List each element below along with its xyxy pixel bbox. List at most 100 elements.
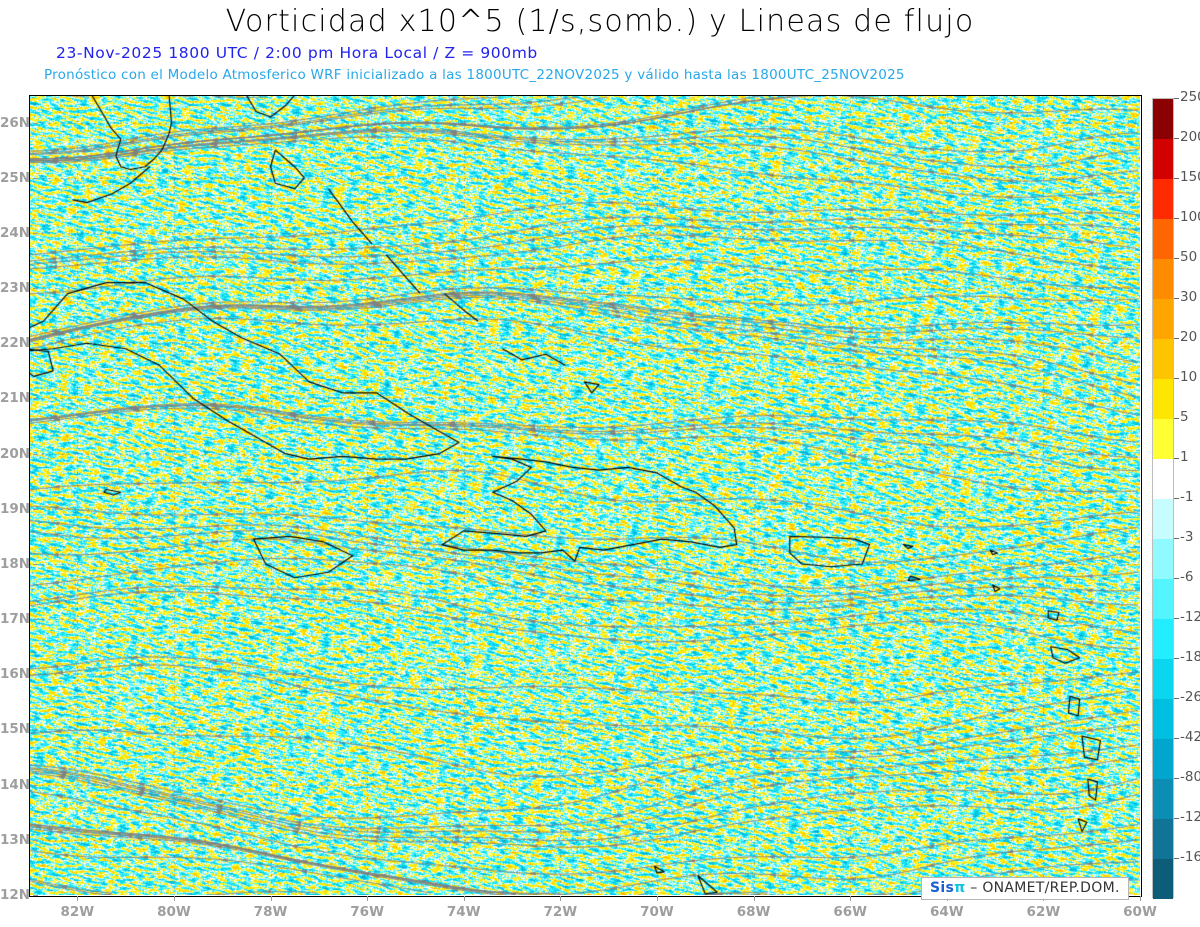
colorbar-tick-label: 10 [1180, 369, 1198, 385]
colorbar-segment [1153, 259, 1173, 299]
colorbar-tick-label: 5 [1180, 409, 1189, 425]
colorbar-segment [1153, 179, 1173, 219]
colorbar-tick-mark [1174, 858, 1179, 859]
lat-tick-mark [33, 343, 38, 345]
lat-tick-label: 18N [0, 555, 31, 572]
colorbar-segment [1153, 579, 1173, 619]
colorbar-segment [1153, 499, 1173, 539]
lat-tick-label: 20N [0, 445, 31, 462]
colorbar-segment [1153, 379, 1173, 419]
lon-tick-label: 70W [640, 904, 674, 920]
coastline-overlay-canvas [29, 95, 1140, 895]
colorbar-tick-label: -6 [1180, 569, 1194, 585]
logo-sis-text: Sis [930, 880, 955, 896]
lon-tick-mark [77, 896, 79, 901]
colorbar-tick-label: 250 [1180, 89, 1200, 105]
lat-tick-mark [33, 453, 38, 455]
lat-tick-label: 14N [0, 776, 31, 793]
lat-tick-label: 26N [0, 114, 31, 131]
lat-tick-label: 24N [0, 224, 31, 241]
logo-pi-icon: π [954, 880, 966, 896]
colorbar-tick-mark [1174, 578, 1179, 579]
lat-tick-label: 12N [0, 887, 31, 903]
lat-tick-mark [33, 895, 38, 896]
colorbar-tick-label: 200 [1180, 129, 1200, 145]
colorbar-tick-label: -160 [1180, 849, 1200, 865]
lat-tick-mark [33, 729, 38, 731]
colorbar-tick-mark [1174, 698, 1179, 699]
lat-tick-label: 17N [0, 611, 31, 628]
colorbar-tick-label: -12 [1180, 609, 1200, 625]
colorbar-segment [1153, 699, 1173, 739]
lat-tick-label: 23N [0, 280, 31, 297]
lon-tick-label: 60W [1123, 904, 1157, 920]
lon-tick-mark [367, 896, 369, 901]
colorbar-tick-label: 150 [1180, 169, 1200, 185]
lat-tick-mark [33, 122, 38, 124]
colorbar-tick-mark [1174, 178, 1179, 179]
colorbar-segment [1153, 219, 1173, 259]
colorbar-segment [1153, 99, 1173, 139]
lon-tick-label: 64W [929, 904, 964, 920]
colorbar-tick-mark [1174, 618, 1179, 619]
colorbar-tick-mark [1174, 818, 1179, 819]
lon-tick-label: 66W [833, 904, 868, 920]
colorbar [1152, 98, 1174, 899]
colorbar-tick-label: -120 [1180, 809, 1200, 825]
colorbar-segment [1153, 659, 1173, 699]
lon-tick-mark [560, 896, 562, 901]
model-subtitle: Pronóstico con el Modelo Atmosferico WRF… [44, 67, 905, 83]
colorbar-tick-label: -1 [1180, 489, 1194, 505]
lat-tick-mark [33, 619, 38, 621]
colorbar-tick-mark [1174, 258, 1179, 259]
lat-tick-label: 13N [0, 831, 31, 848]
colorbar-tick-mark [1174, 298, 1179, 299]
colorbar-tick-mark [1174, 218, 1179, 219]
colorbar-tick-label: 30 [1180, 289, 1198, 305]
colorbar-tick-label: -26 [1180, 689, 1200, 705]
colorbar-segment [1153, 339, 1173, 379]
colorbar-segment [1153, 299, 1173, 339]
lon-tick-mark [753, 896, 755, 901]
lon-tick-label: 74W [446, 904, 481, 920]
lat-tick-label: 25N [0, 169, 31, 186]
lat-tick-label: 15N [0, 721, 31, 738]
colorbar-tick-mark [1174, 418, 1179, 419]
lat-tick-label: 22N [0, 335, 31, 352]
lon-tick-mark [270, 896, 272, 901]
lon-tick-label: 72W [543, 904, 578, 920]
lon-tick-label: 82W [60, 904, 95, 920]
colorbar-segment [1153, 539, 1173, 579]
colorbar-tick-label: 100 [1180, 209, 1200, 225]
colorbar-tick-mark [1174, 338, 1179, 339]
colorbar-tick-label: 1 [1180, 449, 1189, 465]
colorbar-tick-mark [1174, 138, 1179, 139]
colorbar-tick-mark [1174, 778, 1179, 779]
lat-tick-mark [33, 563, 38, 565]
lon-tick-mark [850, 896, 852, 901]
lat-tick-mark [33, 784, 38, 786]
lat-tick-label: 16N [0, 666, 31, 683]
lat-tick-label: 21N [0, 390, 31, 407]
colorbar-tick-mark [1174, 458, 1179, 459]
colorbar-tick-label: 50 [1180, 249, 1198, 265]
colorbar-segment [1153, 459, 1173, 499]
lat-tick-mark [33, 177, 38, 179]
colorbar-segment [1153, 859, 1173, 899]
logo-org-text: – ONAMET/REP.DOM. [970, 880, 1120, 896]
lat-tick-label: 19N [0, 500, 31, 517]
run-subtitle: 23-Nov-2025 1800 UTC / 2:00 pm Hora Loca… [56, 44, 538, 62]
colorbar-tick-label: -80 [1180, 769, 1200, 785]
map-plot-area[interactable] [29, 95, 1140, 895]
attribution-logo: Sisπ – ONAMET/REP.DOM. [921, 877, 1129, 900]
lon-tick-mark [656, 896, 658, 901]
colorbar-tick-mark [1174, 538, 1179, 539]
colorbar-segment [1153, 819, 1173, 859]
colorbar-tick-mark [1174, 658, 1179, 659]
colorbar-tick-mark [1174, 738, 1179, 739]
lon-tick-mark [173, 896, 175, 901]
lon-tick-label: 76W [350, 904, 384, 920]
colorbar-segment [1153, 619, 1173, 659]
lat-tick-mark [33, 288, 38, 290]
colorbar-tick-mark [1174, 498, 1179, 499]
